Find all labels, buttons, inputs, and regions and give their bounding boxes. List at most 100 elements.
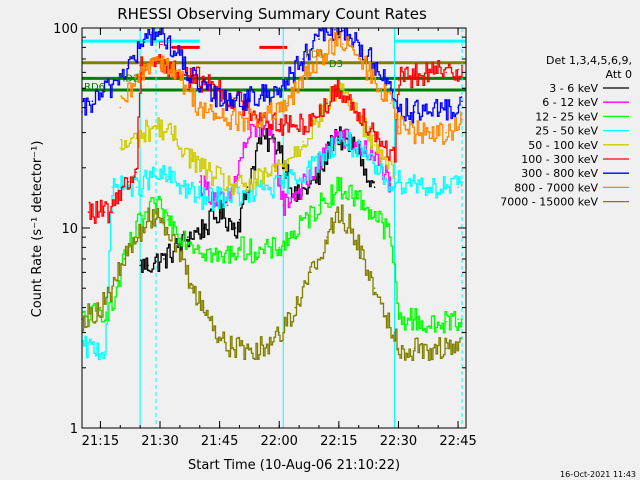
annotation-1: RD2 [118, 74, 139, 85]
series-6-point-12 [230, 98, 233, 101]
series-trace-3 [82, 131, 463, 361]
series-6-point-16 [286, 79, 288, 81]
series-2-point-7 [183, 236, 185, 238]
series-6-point-27 [445, 108, 447, 111]
series-3-point-4 [119, 186, 122, 188]
series-2-point-3 [135, 227, 137, 229]
series-6-point-18 [318, 38, 320, 40]
series-group [81, 27, 463, 362]
series-2-point-21 [429, 326, 432, 328]
series-3-point-7 [167, 176, 169, 178]
series-8-point-1 [99, 306, 102, 309]
series-0-point-1 [147, 264, 149, 267]
series-6-point-28 [457, 106, 459, 109]
legend-header-line-2: Att 0 [606, 68, 632, 81]
series-7-point-20 [389, 102, 392, 105]
series-3-point-17 [326, 151, 328, 153]
series-6-point-2 [103, 90, 106, 93]
series-4-point-4 [175, 137, 177, 140]
series-7-point-18 [357, 58, 360, 60]
legend-label-8: 7000 - 15000 keV [500, 196, 598, 209]
y-tick-label-1: 10 [61, 222, 78, 237]
series-0-point-8 [238, 218, 241, 221]
series-6-point-23 [389, 87, 392, 90]
series-7-point-1 [131, 87, 134, 90]
series-6-point-6 [151, 31, 153, 34]
series-3-point-21 [381, 176, 384, 178]
series-3-point-3 [111, 186, 114, 188]
series-5-point-18 [310, 118, 312, 120]
series-1-point-0 [282, 204, 285, 207]
series-0-point-17 [365, 181, 368, 183]
series-8-point-27 [429, 347, 432, 350]
series-3-point-5 [135, 186, 137, 188]
legend-label-0: 3 - 6 keV [549, 82, 598, 95]
series-6-point-19 [334, 28, 336, 31]
series-4-point-11 [286, 158, 288, 161]
series-7-point-15 [318, 55, 320, 58]
series-2-point-8 [198, 246, 201, 249]
series-7-point-16 [334, 41, 336, 43]
series-8-point-12 [230, 347, 233, 350]
series-6-point-14 [262, 94, 265, 97]
legend-label-3: 25 - 50 keV [535, 125, 598, 138]
series-7-point-24 [445, 131, 447, 134]
series-1-point-2 [306, 181, 308, 183]
annotation-4: D3 [329, 59, 343, 70]
series-6-point-20 [342, 29, 344, 32]
series-1-point-10 [250, 131, 253, 134]
x-tick-label-2: 21:45 [201, 434, 238, 449]
series-4-point-1 [135, 137, 137, 140]
series-7-point-4 [159, 58, 161, 60]
series-2-point-14 [318, 204, 320, 207]
series-3-point-26 [445, 186, 447, 188]
series-5-point-0 [87, 211, 90, 213]
series-1-point-14 [198, 181, 201, 183]
series-5-point-5 [135, 171, 137, 174]
series-2-point-20 [413, 318, 416, 320]
series-7-point-3 [151, 58, 153, 60]
series-6-point-11 [214, 96, 217, 99]
series-8-point-17 [310, 271, 312, 274]
series-2-point-6 [167, 218, 169, 221]
series-2-point-13 [298, 227, 300, 229]
x-tick-label-4: 22:15 [320, 434, 357, 449]
series-4-point-0 [119, 147, 122, 150]
series-5-point-4 [127, 181, 130, 183]
series-3-point-18 [338, 137, 340, 140]
y-tick-label-0: 1 [70, 422, 78, 437]
series-7-point-13 [286, 102, 288, 105]
series-7-point-8 [214, 115, 217, 118]
series-6-point-10 [198, 87, 201, 90]
series-5-point-31 [461, 64, 463, 67]
annotations: F RD2 RD6 FD1 D3 [84, 40, 343, 92]
series-4-point-2 [151, 126, 153, 128]
series-6-point-26 [429, 111, 432, 113]
series-6-point-25 [413, 111, 416, 113]
series-8-point-19 [338, 211, 340, 213]
series-4-point-12 [302, 140, 304, 143]
series-6-point-22 [373, 64, 376, 67]
series-5-point-20 [338, 87, 340, 90]
series-8-point-7 [167, 227, 169, 229]
series-0-point-6 [218, 211, 221, 213]
series-8-point-6 [155, 211, 157, 213]
series-1-point-1 [294, 191, 296, 194]
legend-header-line-1: Det 1,3,4,5,6,9, [546, 54, 632, 67]
series-0-point-0 [139, 264, 141, 267]
series-7-point-11 [262, 115, 265, 118]
series-2-point-19 [397, 318, 400, 320]
series-3-point-23 [397, 181, 400, 183]
series-8-point-2 [111, 287, 114, 290]
series-2-point-10 [238, 246, 241, 249]
series-1-point-12 [270, 137, 273, 140]
series-7-point-9 [230, 118, 233, 120]
series-8-point-24 [393, 331, 396, 334]
series-8-point-28 [445, 347, 447, 350]
series-7-point-22 [413, 131, 416, 134]
annotation-3: FD1 [305, 50, 325, 61]
legend-label-2: 12 - 25 keV [535, 110, 598, 123]
series-7-point-26 [461, 118, 463, 120]
series-5-point-21 [349, 102, 352, 105]
